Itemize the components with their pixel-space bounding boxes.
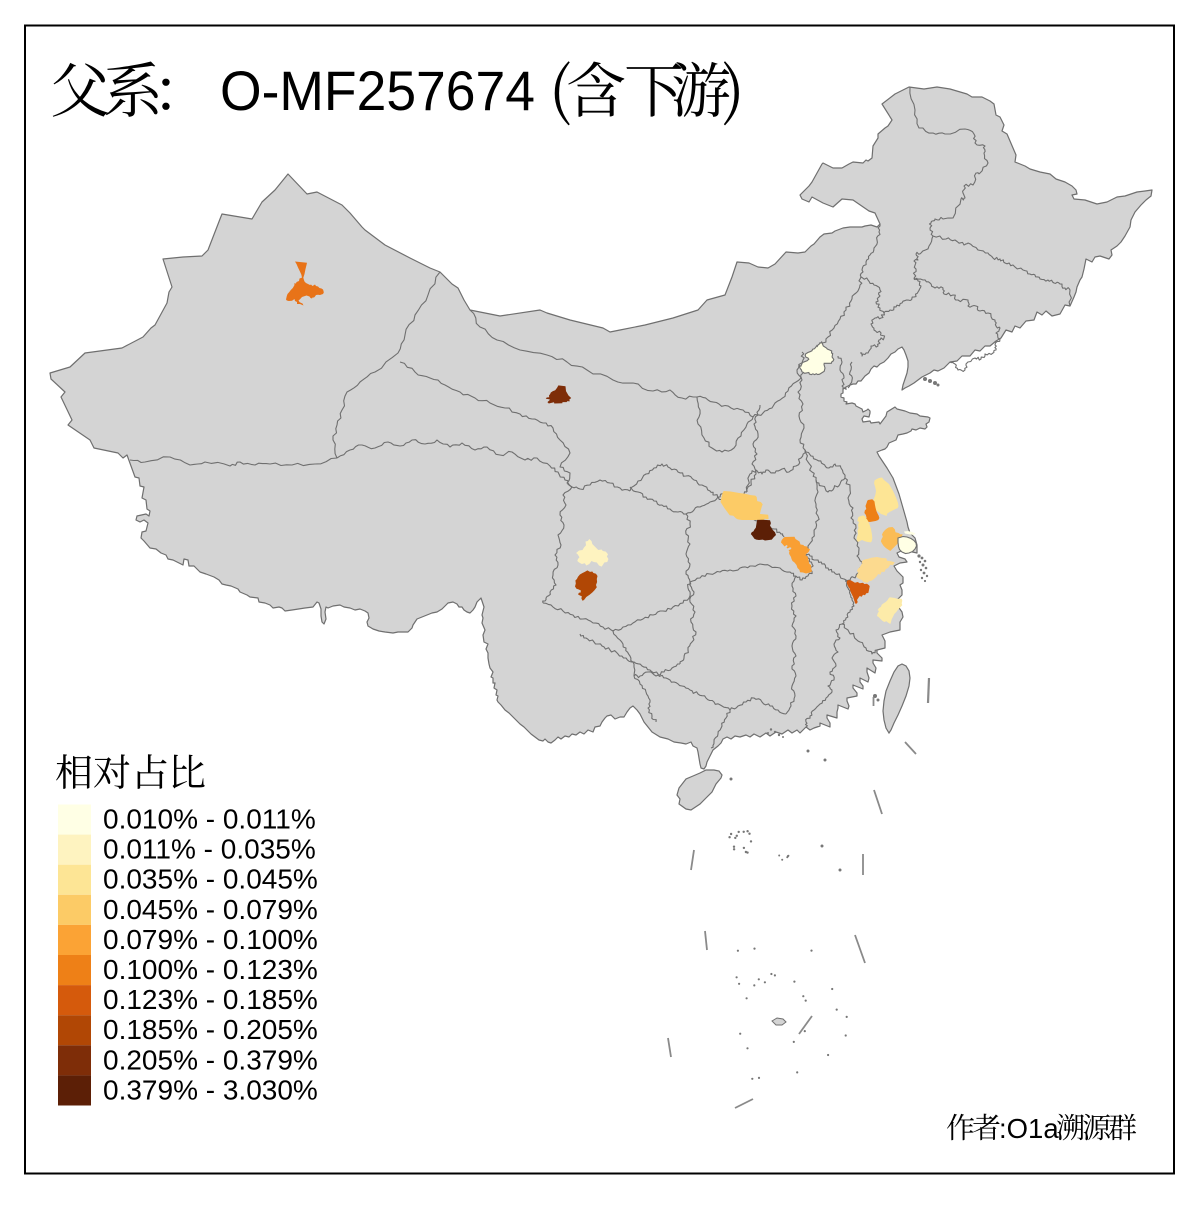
svg-text:0.123% - 0.185%: 0.123% - 0.185% [103,984,318,1015]
svg-text:0.185% - 0.205%: 0.185% - 0.205% [103,1014,318,1045]
svg-text:0.205% - 0.379%: 0.205% - 0.379% [103,1044,318,1075]
svg-text:0.011% - 0.035%: 0.011% - 0.035% [103,834,316,865]
svg-text:O-MF257674: O-MF257674 [220,59,535,122]
svg-text:0.010% - 0.011%: 0.010% - 0.011% [103,804,316,835]
svg-text:0.100% - 0.123%: 0.100% - 0.123% [103,954,318,985]
svg-text:0.079% - 0.100%: 0.079% - 0.100% [103,924,318,955]
svg-text:0.379% - 3.030%: 0.379% - 3.030% [103,1074,318,1105]
svg-text:0.045% - 0.079%: 0.045% - 0.079% [103,894,318,925]
svg-text:0.035% - 0.045%: 0.035% - 0.045% [103,864,318,895]
svg-text::O1a: :O1a [999,1113,1059,1144]
